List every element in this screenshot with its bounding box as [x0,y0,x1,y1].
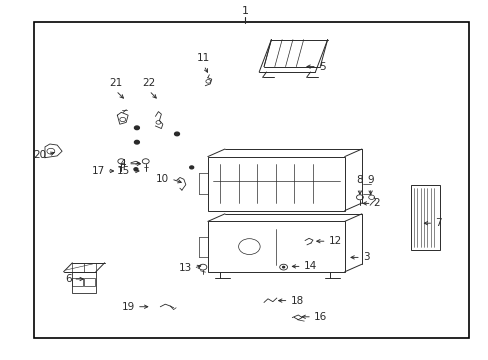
Text: 18: 18 [290,296,303,306]
Text: 14: 14 [303,261,316,271]
Text: 1: 1 [242,6,248,16]
Text: 15: 15 [117,166,130,176]
Text: 3: 3 [362,252,369,262]
Bar [207,157,344,211]
Text: 10: 10 [156,174,169,184]
Text: 22: 22 [142,78,156,88]
Text: 19: 19 [122,302,135,312]
Circle shape [282,266,284,268]
Text: 4: 4 [119,159,126,169]
Text: 5: 5 [318,62,325,72]
Bar [72,272,96,293]
Bar [84,278,95,286]
Circle shape [134,140,139,144]
Circle shape [134,168,138,171]
Text: 21: 21 [109,78,122,88]
Text: 20: 20 [33,150,46,160]
Text: 2: 2 [373,198,380,208]
Text: 7: 7 [434,218,441,228]
Circle shape [189,166,193,169]
Bar [410,185,439,250]
Text: 6: 6 [64,274,71,284]
Circle shape [134,126,139,130]
Text: 16: 16 [313,312,326,322]
Bar [72,278,83,286]
Text: 17: 17 [91,166,104,176]
Bar [207,221,344,272]
Text: 13: 13 [178,263,191,273]
Text: 12: 12 [328,236,341,246]
Circle shape [174,132,179,136]
Text: 9: 9 [366,175,373,185]
Text: 8: 8 [356,175,363,185]
Bar [34,22,468,338]
Text: 11: 11 [197,53,210,63]
